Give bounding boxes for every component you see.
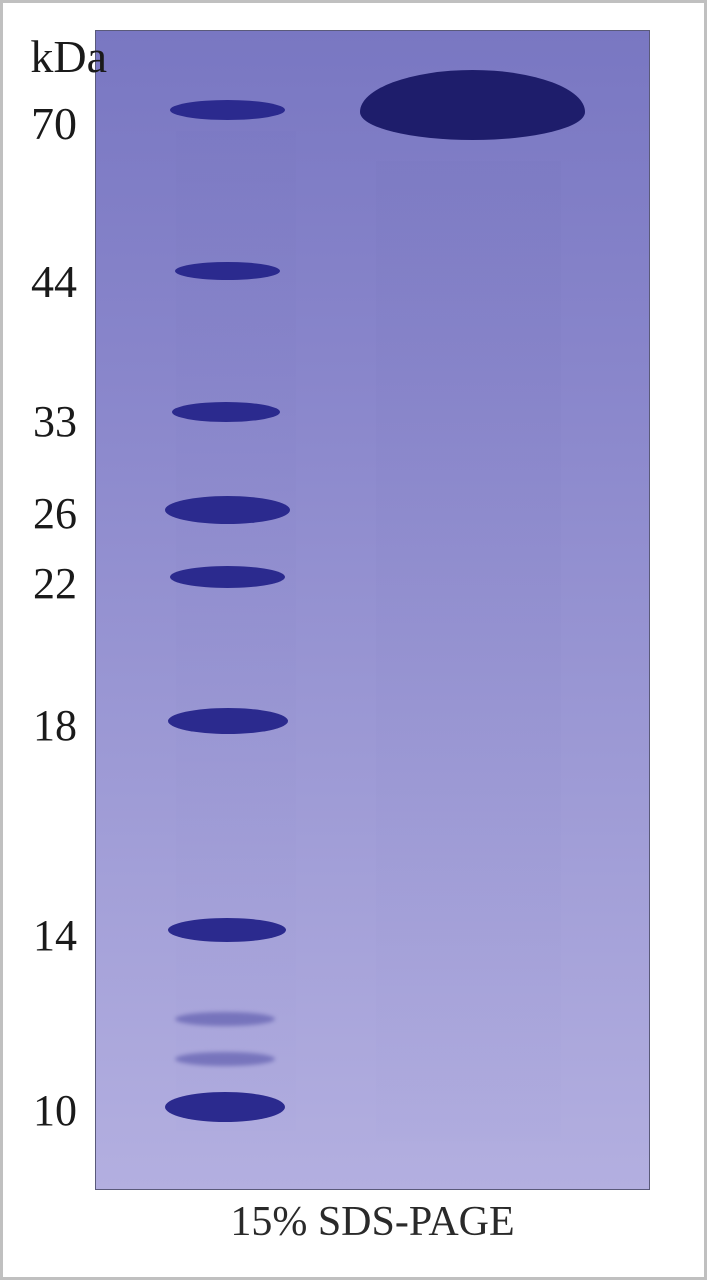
mw-label-22: 22 <box>5 558 77 609</box>
ladder-lane-streak <box>176 131 296 1131</box>
kda-header: kDa <box>22 30 107 83</box>
ladder-fuzzy-band <box>175 1052 275 1066</box>
sample-lane-streak <box>376 161 561 1141</box>
mw-label-26: 26 <box>5 488 77 539</box>
ladder-band-22 <box>170 566 285 588</box>
ladder-band-10 <box>165 1092 285 1122</box>
mw-label-44: 44 <box>5 255 77 308</box>
mw-label-33: 33 <box>5 396 77 447</box>
ladder-band-33 <box>172 402 280 422</box>
ladder-band-26 <box>165 496 290 524</box>
ladder-band-70 <box>170 100 285 120</box>
gel-footer-label: 15% SDS-PAGE <box>95 1195 650 1250</box>
ladder-band-44 <box>175 262 280 280</box>
mw-label-70: 70 <box>5 97 77 150</box>
mw-label-18: 18 <box>5 700 77 751</box>
ladder-band-18 <box>168 708 288 734</box>
ladder-band-14 <box>168 918 286 942</box>
mw-label-10: 10 <box>5 1085 77 1136</box>
ladder-fuzzy-band <box>175 1012 275 1026</box>
mw-label-14: 14 <box>5 910 77 961</box>
